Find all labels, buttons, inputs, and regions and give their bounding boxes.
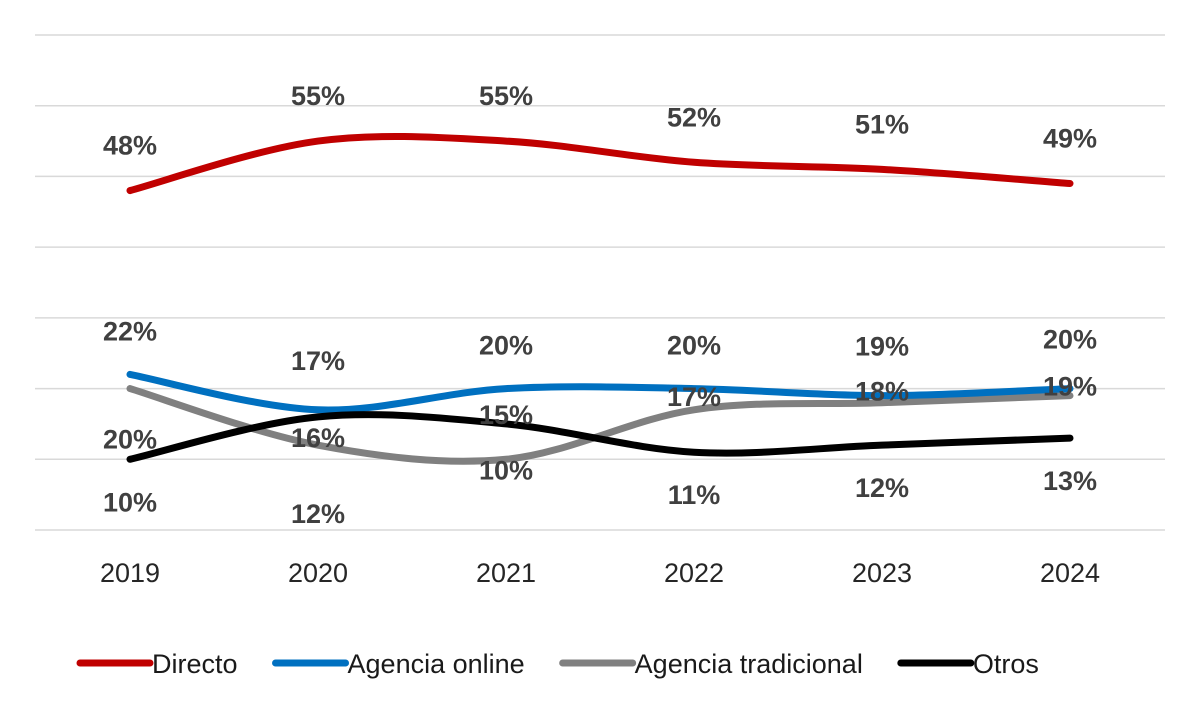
data-label-agencia-tradicional: 12% (291, 499, 345, 529)
data-label-otros: 11% (668, 480, 721, 510)
series-line-otros (126, 411, 1074, 463)
data-label-agencia-online: 22% (103, 316, 157, 346)
data-label-agencia-tradicional: 10% (479, 455, 533, 485)
data-label-agencia-online: 20% (667, 331, 721, 361)
data-label-agencia-online: 20% (479, 331, 533, 361)
gridlines (35, 34, 1165, 531)
data-label-directo: 49% (1043, 124, 1097, 154)
legend-item-otros: Otros (897, 649, 1039, 679)
legend-label: Agencia online (348, 649, 525, 679)
x-tick-label: 2022 (664, 558, 724, 588)
data-labels: 48% 55% 55% 52% 51% 49% 22% 17% 20% 20% 19% 20% 20% 1… (103, 81, 1097, 529)
data-label-agencia-tradicional: 19% (1043, 372, 1097, 402)
data-label-directo: 55% (291, 81, 345, 111)
legend-item-agencia-online: Agencia online (272, 649, 525, 679)
x-tick-label: 2021 (476, 558, 536, 588)
data-label-directo: 52% (667, 102, 721, 132)
legend-label: Otros (973, 649, 1039, 679)
x-tick-label: 2023 (852, 558, 912, 588)
data-label-agencia-online: 17% (291, 346, 345, 376)
data-label-agencia-online: 20% (1043, 325, 1097, 355)
data-label-otros: 10% (103, 487, 157, 517)
series-lines (126, 132, 1074, 465)
x-tick-label: 2024 (1040, 558, 1100, 588)
data-label-otros: 13% (1043, 466, 1097, 496)
series-line-agencia-online (126, 370, 1074, 414)
legend: Directo Agencia online Agencia tradicional… (76, 649, 1039, 679)
data-label-agencia-tradicional: 20% (103, 425, 157, 455)
legend-label: Directo (152, 649, 238, 679)
x-tick-label: 2020 (288, 558, 348, 588)
data-label-directo: 55% (479, 81, 533, 111)
data-label-directo: 51% (855, 109, 909, 139)
legend-label: Agencia tradicional (635, 649, 863, 679)
series-line-directo (126, 132, 1074, 195)
x-tick-label: 2019 (100, 558, 160, 588)
data-label-otros: 12% (855, 473, 909, 503)
data-label-directo: 48% (103, 131, 157, 161)
x-axis: 2019 2020 2021 2022 2023 2024 (100, 558, 1100, 588)
data-label-otros: 15% (479, 400, 533, 430)
data-label-agencia-tradicional: 18% (855, 377, 909, 407)
data-label-otros: 16% (291, 423, 345, 453)
data-label-agencia-tradicional: 17% (667, 382, 721, 412)
legend-item-directo: Directo (76, 649, 238, 679)
data-label-agencia-online: 19% (855, 332, 909, 362)
legend-item-agencia-tradicional: Agencia tradicional (559, 649, 863, 679)
